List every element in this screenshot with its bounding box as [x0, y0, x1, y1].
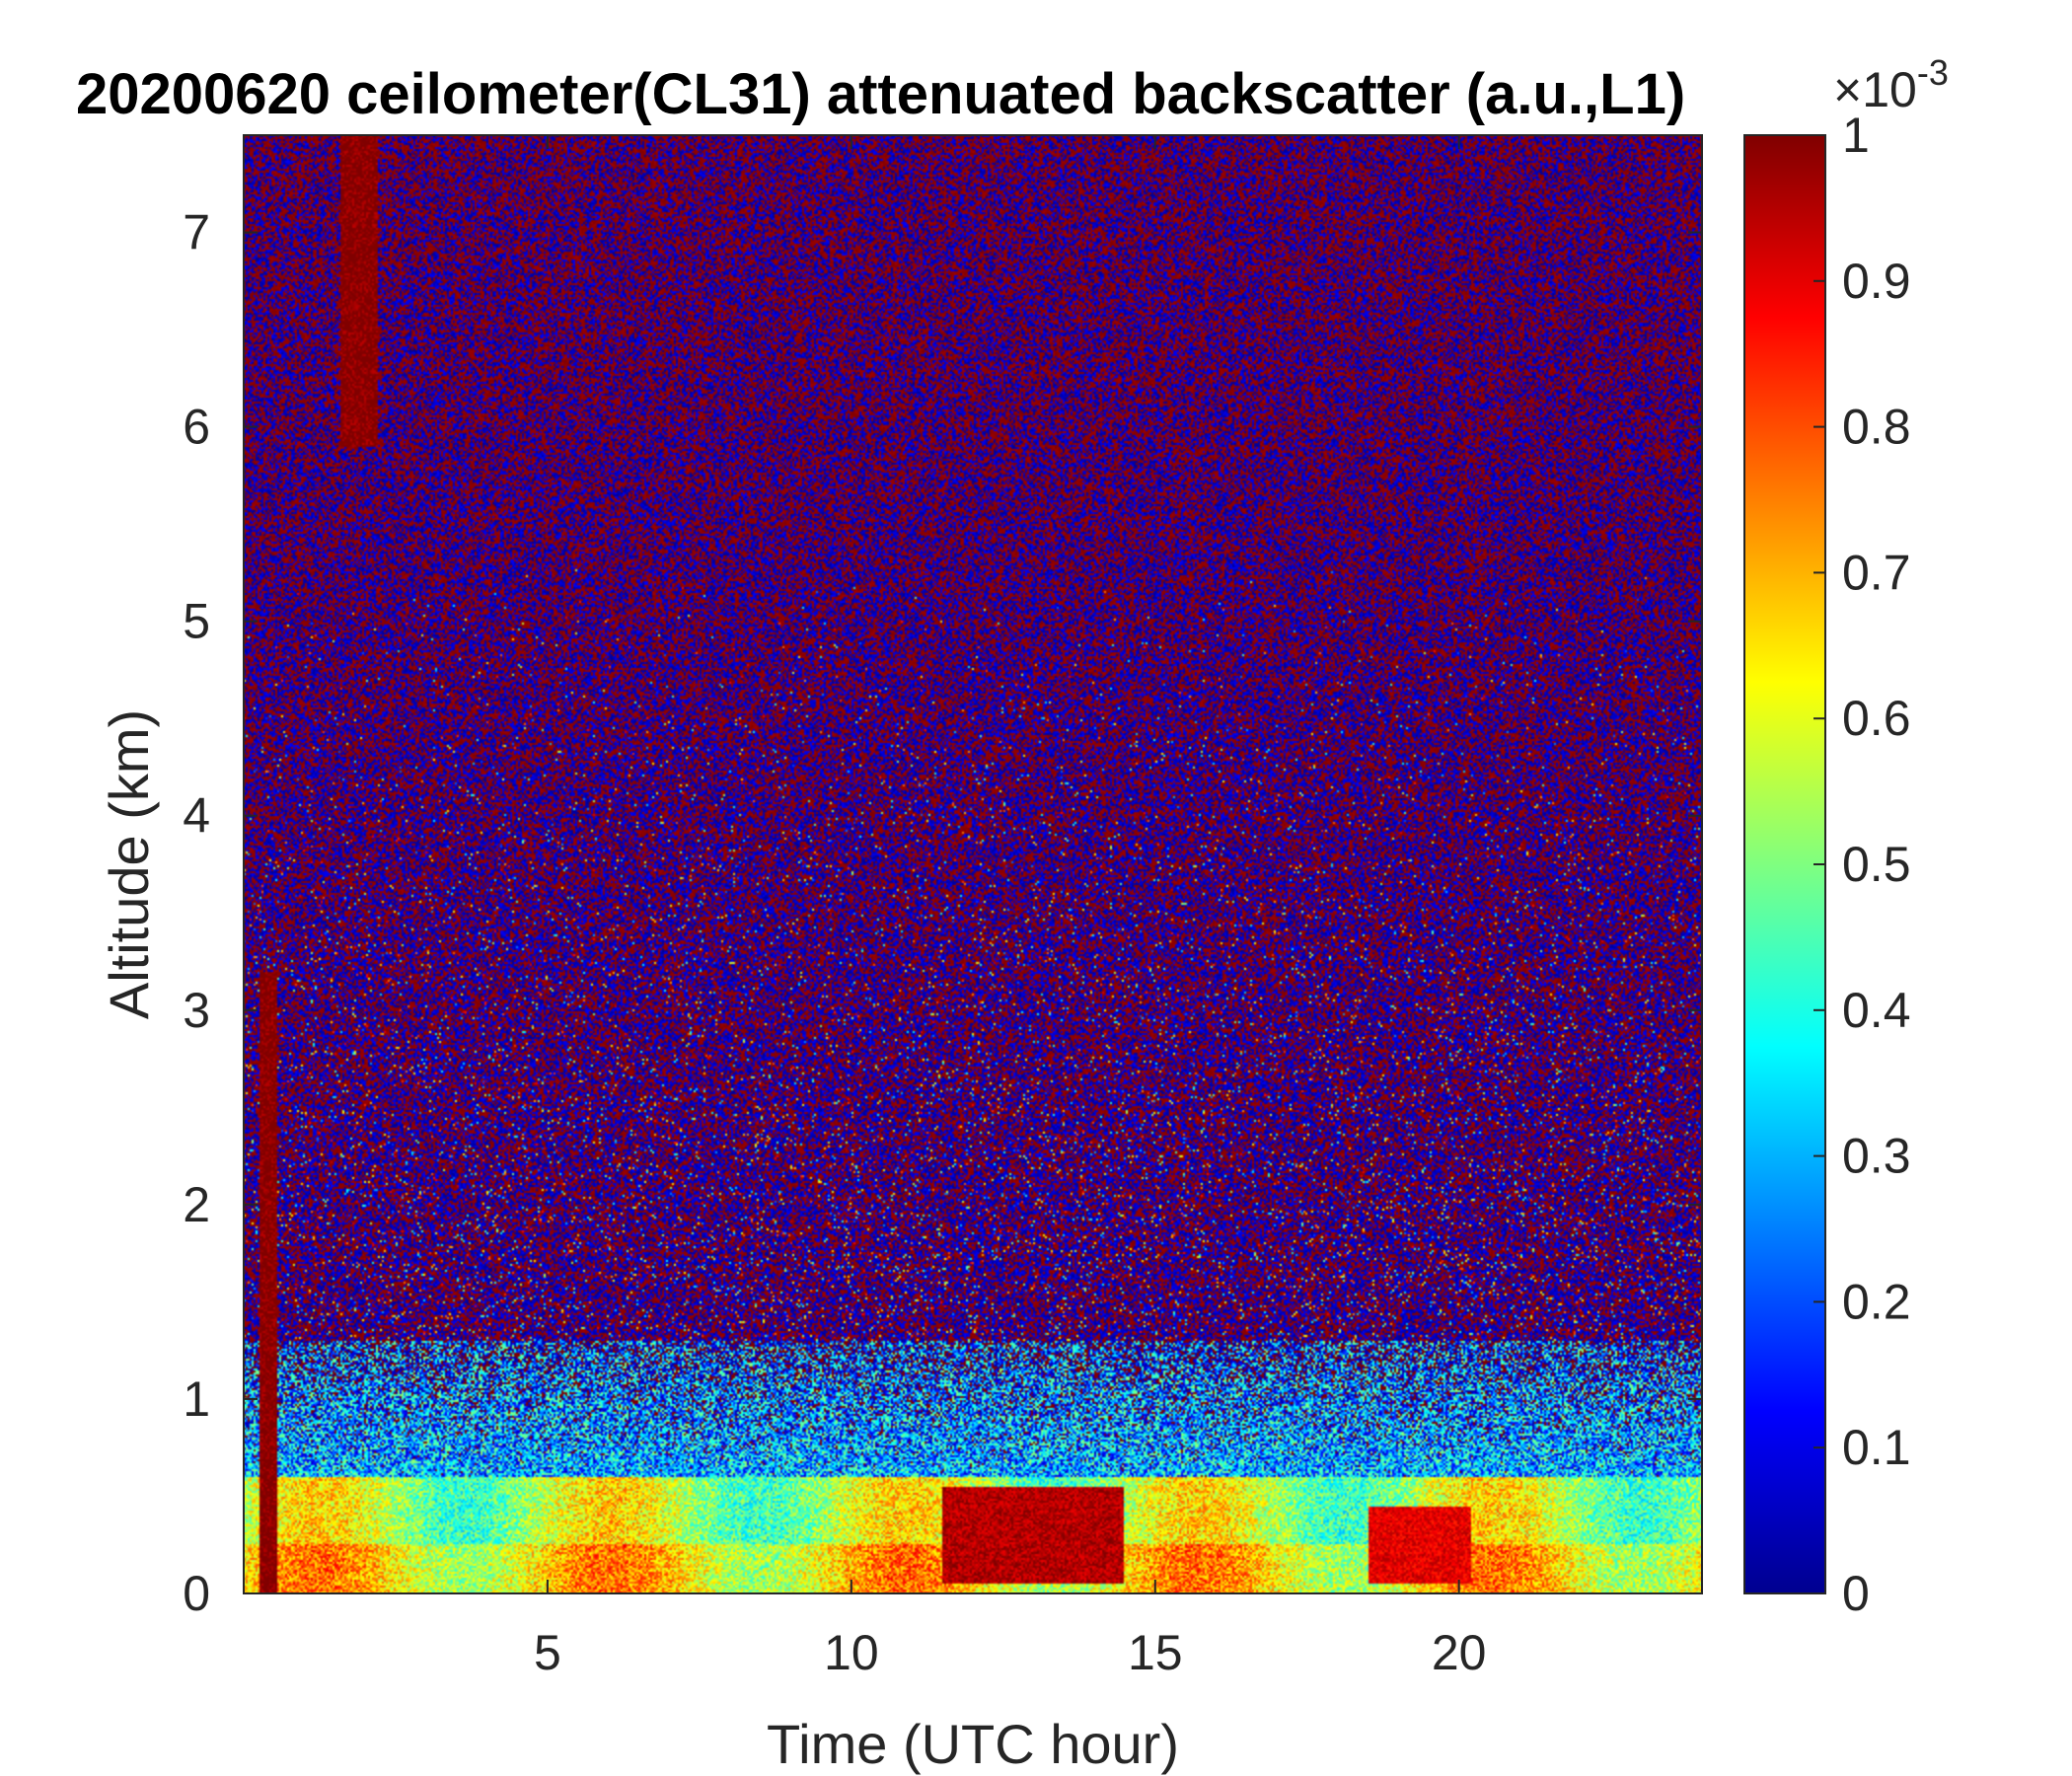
y-tick-label: 1: [183, 1371, 210, 1427]
heatmap-image: [244, 135, 1702, 1593]
chart-title: 20200620 ceilometer(CL31) attenuated bac…: [76, 62, 1685, 126]
y-tick-label: 7: [183, 205, 210, 260]
x-tick-label: 10: [824, 1625, 879, 1680]
y-tick-label: 4: [183, 788, 210, 844]
colorbar-tick-label: 0.7: [1842, 545, 1911, 600]
x-tick-label: 15: [1128, 1625, 1183, 1680]
colorbar-tick-label: 0: [1842, 1566, 1870, 1621]
y-tick-label: 6: [183, 400, 210, 455]
colorbar: 0 0.1 0.2 0.3 0.4 0.5 0.6 0.7 0.8 0.9 1 ×10-3: [1743, 52, 1949, 1621]
plot-area: [244, 135, 1702, 1593]
colorbar-tick-label: 0.8: [1842, 400, 1911, 455]
colorbar-tick-label: 0.2: [1842, 1274, 1911, 1329]
colorbar-gradient: [1744, 135, 1825, 1593]
y-tick-label: 0: [183, 1566, 210, 1621]
y-axis-label: Altitude (km): [98, 709, 160, 1019]
x-axis-label: Time (UTC hour): [767, 1713, 1179, 1775]
colorbar-exponent-label: ×10-3: [1833, 52, 1949, 117]
x-axis-ticks: 5 10 15 20: [534, 135, 1486, 1680]
y-axis-ticks: 0 1 2 3 4 5 6 7: [183, 205, 1702, 1621]
x-tick-label: 20: [1432, 1625, 1487, 1680]
y-tick-label: 3: [183, 983, 210, 1038]
colorbar-tick-label: 0.1: [1842, 1420, 1911, 1475]
colorbar-tick-label: 0.3: [1842, 1129, 1911, 1184]
plot-frame: [243, 134, 1703, 1594]
colorbar-tick-label: 0.9: [1842, 254, 1911, 309]
colorbar-tick-label: 0.5: [1842, 837, 1911, 892]
y-tick-label: 2: [183, 1177, 210, 1232]
colorbar-ticks: 0 0.1 0.2 0.3 0.4 0.5 0.6 0.7 0.8 0.9 1: [1813, 108, 1911, 1621]
x-tick-label: 5: [534, 1625, 561, 1680]
colorbar-tick-label: 1: [1842, 108, 1870, 163]
colorbar-tick-label: 0.4: [1842, 983, 1911, 1038]
y-tick-label: 5: [183, 594, 210, 649]
colorbar-tick-label: 0.6: [1842, 691, 1911, 746]
